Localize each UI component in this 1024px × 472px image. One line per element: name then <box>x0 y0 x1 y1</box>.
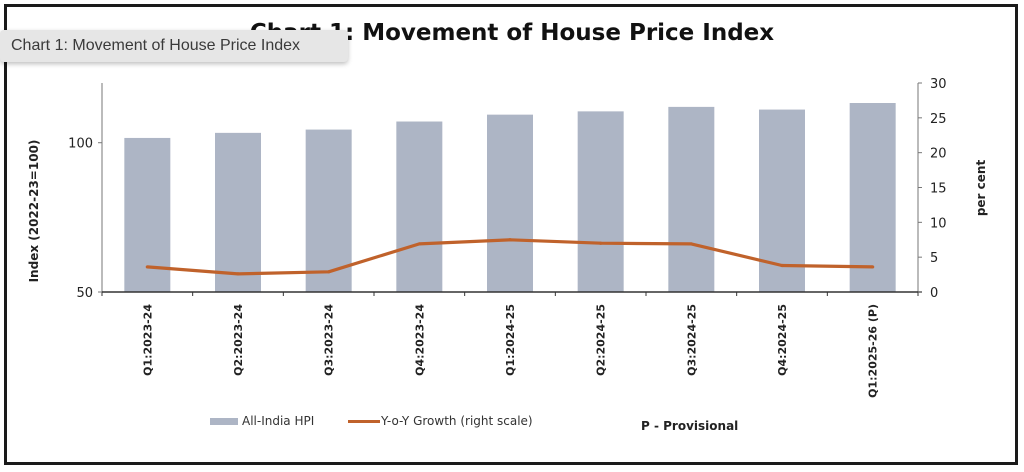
y-tick-label-1: 100 <box>68 137 93 152</box>
bar-8 <box>849 103 896 292</box>
y-tick-label-0: 50 <box>76 286 93 301</box>
axes: 50 100 0 5 10 15 20 25 30 <box>68 77 946 301</box>
title-tooltip: Chart 1: Movement of House Price Index <box>0 30 348 62</box>
y2-tick-label-0: 0 <box>930 286 938 301</box>
x-tick-label-0: Q1:2023-24 <box>141 304 154 376</box>
growth-point-1 <box>236 272 240 276</box>
x-tick-label-2: Q3:2023-24 <box>323 304 336 376</box>
legend-label-hpi: All-India HPI <box>242 414 315 428</box>
y2-tick-label-1: 5 <box>930 251 938 266</box>
bar-series <box>124 103 896 292</box>
growth-point-8 <box>871 265 875 269</box>
growth-point-6 <box>689 242 693 246</box>
x-tick-label-4: Q1:2024-25 <box>504 304 517 376</box>
line-series <box>145 238 875 276</box>
y2-tick-label-4: 20 <box>930 147 947 162</box>
y2-tick-label-3: 15 <box>930 182 947 197</box>
x-tick-label-6: Q3:2024-25 <box>685 304 698 376</box>
y-axis-label: Index (2022-23=100) <box>27 140 41 283</box>
x-tick-label-7: Q4:2024-25 <box>776 304 789 376</box>
legend-item-hpi: All-India HPI <box>210 414 314 428</box>
x-tick-label-5: Q2:2024-25 <box>595 304 608 376</box>
legend-item-growth: Y-o-Y Growth (right scale) <box>348 414 533 428</box>
y2-axis-label: per cent <box>974 160 988 217</box>
chart-legend: All-India HPI Y-o-Y Growth (right scale) <box>0 414 1024 434</box>
growth-point-3 <box>417 242 421 246</box>
bar-2 <box>305 129 352 292</box>
growth-point-4 <box>508 238 512 242</box>
legend-swatch-line <box>348 419 380 423</box>
growth-point-7 <box>780 263 784 268</box>
bar-6 <box>668 106 715 292</box>
bar-1 <box>215 132 261 292</box>
x-tick-label-8: Q1:2025-26 (P) <box>867 304 880 398</box>
bar-3 <box>396 121 443 292</box>
y2-tick-label-2: 10 <box>930 216 947 231</box>
x-tick-labels: Q1:2023-24 Q2:2023-24 Q3:2023-24 Q4:2023-24… <box>141 304 879 398</box>
legend-label-growth: Y-o-Y Growth (right scale) <box>381 414 533 428</box>
growth-point-2 <box>327 270 331 274</box>
bar-5 <box>577 111 624 292</box>
y2-tick-label-6: 30 <box>930 77 947 92</box>
growth-point-0 <box>145 265 149 269</box>
x-tick-label-3: Q4:2023-24 <box>413 304 426 376</box>
y2-tick-label-5: 25 <box>930 112 947 127</box>
legend-swatch-bar <box>210 417 238 425</box>
x-tick-label-1: Q2:2023-24 <box>232 304 245 376</box>
bar-4 <box>487 114 533 292</box>
provisional-note: P - Provisional <box>641 419 739 433</box>
growth-point-5 <box>599 241 603 245</box>
